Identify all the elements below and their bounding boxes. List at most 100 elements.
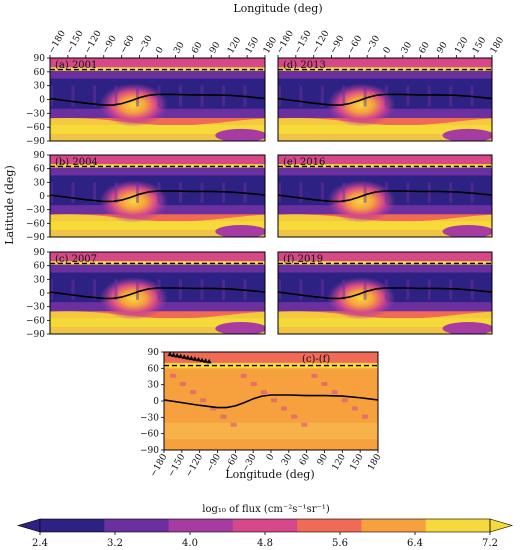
flux-band: [50, 311, 265, 319]
flux-patch: [260, 390, 267, 395]
flux-streak: [93, 182, 96, 203]
panel-label: (f) 2019: [283, 254, 323, 265]
y-tick-label: −90: [26, 137, 45, 147]
colorbar-extend-high: [489, 518, 514, 533]
triangle-marker: [167, 351, 173, 357]
flux-patch: [250, 381, 257, 386]
flux-streak: [200, 85, 204, 107]
flux-streak: [71, 182, 75, 203]
triangle-marker: [185, 354, 191, 360]
x-tick-label: 0: [265, 452, 277, 462]
triangle-marker: [178, 353, 184, 359]
flux-streak: [342, 279, 346, 300]
flux-band: [278, 78, 492, 88]
panel-frame: [277, 154, 493, 238]
flux-streak: [320, 85, 324, 107]
flux-patch: [291, 414, 298, 419]
flux-streak: [406, 279, 410, 300]
y-tick-label: −30: [26, 109, 45, 119]
x-tick-label: −120: [184, 452, 205, 479]
flux-patch: [341, 398, 348, 403]
flux-streak: [50, 182, 53, 203]
flux-streak: [406, 182, 410, 203]
y-tick-label: −90: [140, 446, 159, 456]
y-tick-label: 30: [34, 275, 46, 285]
flux-streak: [157, 279, 161, 300]
y-tick-label: 90: [148, 348, 160, 358]
flux-streak: [222, 85, 225, 107]
flux-streak: [449, 279, 453, 300]
flux-field: [50, 252, 265, 334]
triangle-marker: [199, 357, 205, 363]
y-tick-label: 60: [34, 165, 46, 175]
flux-streak: [157, 182, 161, 203]
x-tick-label: 120: [226, 35, 243, 55]
flux-patch: [271, 398, 277, 403]
flux-streak: [179, 85, 182, 107]
flux-streak: [50, 279, 53, 300]
colorbar-segment: [297, 519, 362, 532]
y-tick-label: 0: [39, 192, 45, 202]
flux-streak: [299, 182, 303, 203]
flux-streak: [200, 182, 204, 203]
flux-patch: [331, 390, 338, 395]
colorbar-tick-label: 3.2: [107, 538, 123, 549]
flux-patch: [200, 398, 207, 403]
colorbar: log₁₀ of flux (cm⁻²s⁻¹sr⁻¹) 2.4 3.2 4.0 4.8…: [16, 504, 514, 549]
flux-streak: [427, 182, 431, 203]
flux-band: [278, 252, 492, 262]
flux-band: [50, 78, 265, 88]
flux-streak: [406, 85, 410, 107]
flux-patch: [361, 414, 368, 419]
flux-patch: [321, 381, 328, 386]
flux-outer-belt: [50, 311, 265, 334]
flux-streak: [71, 279, 75, 300]
x-tick-label: 30: [400, 40, 415, 55]
flux-patch: [169, 373, 176, 378]
flux-streak: [50, 85, 53, 107]
flux-streak: [93, 279, 96, 300]
magnetic-equator-line: [277, 190, 493, 203]
x-tick-label: −60: [346, 34, 364, 56]
colorbar-label: log₁₀ of flux (cm⁻²s⁻¹sr⁻¹): [202, 504, 330, 515]
x-tick-label: 180: [489, 35, 506, 55]
flux-streak: [114, 182, 118, 203]
y-axis-label: Latitude (deg): [3, 165, 16, 245]
flux-patch: [210, 406, 217, 411]
x-tick-label: 90: [208, 40, 223, 55]
flux-field: [278, 155, 492, 237]
colorbar-extend-low: [16, 518, 41, 533]
flux-streak: [427, 85, 431, 107]
panel-label: (c)-(f): [302, 354, 330, 365]
flux-band: [50, 252, 265, 262]
panel-label: (e) 2016: [283, 157, 325, 168]
y-tick-label: −60: [26, 316, 45, 326]
colorbar-segment: [425, 519, 491, 532]
flux-patch: [442, 224, 492, 237]
x-tick-label: 90: [435, 40, 450, 55]
flux-band: [164, 352, 378, 363]
flux-outer-belt: [278, 311, 492, 334]
magnetic-equator-line: [49, 287, 266, 300]
panel-label: (c) 2007: [55, 254, 97, 265]
panel-label: (d) 2013: [283, 60, 326, 71]
panel-a: (a) 20019060300−30−60−90−180−150−120−90−…: [26, 29, 279, 147]
flux-streak: [363, 182, 367, 203]
bottom-axis-label: Longitude (deg): [225, 468, 314, 481]
x-tick-label: 0: [154, 45, 166, 55]
flux-field: [278, 252, 492, 334]
flux-band: [278, 214, 492, 222]
flux-streak: [278, 182, 281, 203]
flux-band: [278, 70, 492, 79]
flux-patch: [281, 406, 288, 411]
colorbar-tick-label: 6.4: [407, 538, 423, 549]
flux-patch: [442, 128, 492, 141]
flux-streak: [179, 279, 182, 300]
y-tick-label: 30: [34, 178, 46, 188]
x-tick-label: 30: [280, 452, 295, 467]
x-tick-label: −30: [364, 34, 382, 56]
x-tick-label: −90: [101, 34, 119, 56]
flux-patch: [240, 373, 247, 378]
flux-streak: [363, 85, 367, 107]
flux-streak: [320, 182, 324, 203]
